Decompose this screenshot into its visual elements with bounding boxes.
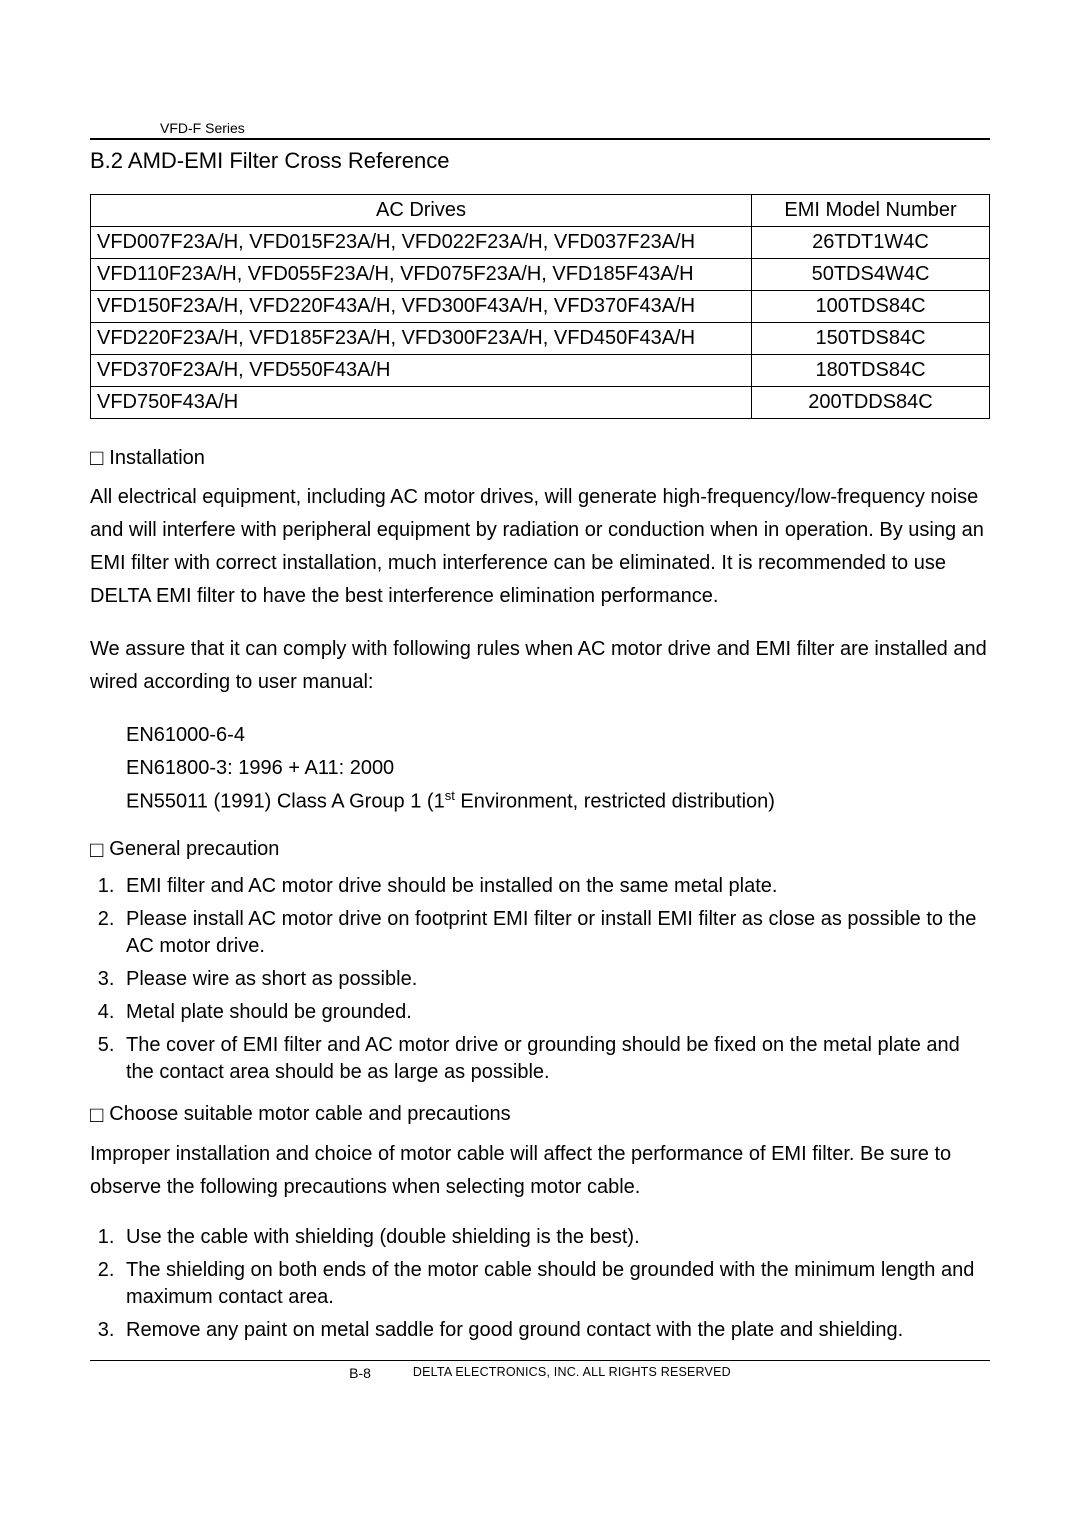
table-header-row: AC Drives EMI Model Number	[91, 195, 990, 227]
cell-drives: VFD110F23A/H, VFD055F23A/H, VFD075F23A/H…	[91, 259, 752, 291]
standard-item: EN55011 (1991) Class A Group 1 (1st Envi…	[126, 785, 990, 819]
list-item: Remove any paint on metal saddle for goo…	[120, 1317, 990, 1344]
standard-text-a: EN55011 (1991) Class A Group 1 (1	[126, 791, 445, 813]
installation-heading-text: Installation	[109, 447, 205, 470]
table-row: VFD150F23A/H, VFD220F43A/H, VFD300F43A/H…	[91, 291, 990, 323]
cable-para: Improper installation and choice of moto…	[90, 1138, 990, 1204]
page-number: B-8	[349, 1365, 371, 1381]
cell-emi: 180TDS84C	[752, 355, 990, 387]
section-title: B.2 AMD-EMI Filter Cross Reference	[90, 148, 990, 174]
page: VFD-F Series B.2 AMD-EMI Filter Cross Re…	[0, 0, 1080, 1534]
list-item: Use the cable with shielding (double shi…	[120, 1224, 990, 1251]
table-row: VFD110F23A/H, VFD055F23A/H, VFD075F23A/H…	[91, 259, 990, 291]
list-item: The cover of EMI filter and AC motor dri…	[120, 1032, 990, 1086]
superscript: st	[445, 788, 455, 803]
cable-precaution-list: Use the cable with shielding (double shi…	[90, 1224, 990, 1344]
cross-ref-table: AC Drives EMI Model Number VFD007F23A/H,…	[90, 194, 990, 419]
header-rule	[90, 138, 990, 140]
standard-item: EN61000-6-4	[126, 719, 990, 752]
installation-para-2: We assure that it can comply with follow…	[90, 633, 990, 699]
cell-drives: VFD750F43A/H	[91, 387, 752, 419]
cell-emi: 50TDS4W4C	[752, 259, 990, 291]
cable-heading-text: Choose suitable motor cable and precauti…	[109, 1103, 510, 1126]
table-row: VFD007F23A/H, VFD015F23A/H, VFD022F23A/H…	[91, 227, 990, 259]
cable-heading: □ Choose suitable motor cable and precau…	[90, 1102, 990, 1128]
cell-emi: 150TDS84C	[752, 323, 990, 355]
cell-emi: 100TDS84C	[752, 291, 990, 323]
standard-text-b: Environment, restricted distribution)	[455, 791, 775, 813]
header-series: VFD-F Series	[160, 120, 990, 136]
footer-rule	[90, 1360, 990, 1361]
table-row: VFD750F43A/H 200TDDS84C	[91, 387, 990, 419]
page-footer: B-8 DELTA ELECTRONICS, INC. ALL RIGHTS R…	[90, 1365, 990, 1381]
cell-emi: 200TDDS84C	[752, 387, 990, 419]
installation-para-1: All electrical equipment, including AC m…	[90, 481, 990, 613]
installation-heading: □ Installation	[90, 445, 990, 471]
cell-drives: VFD220F23A/H, VFD185F23A/H, VFD300F23A/H…	[91, 323, 752, 355]
cell-drives: VFD150F23A/H, VFD220F43A/H, VFD300F43A/H…	[91, 291, 752, 323]
general-precaution-heading-text: General precaution	[109, 838, 279, 861]
list-item: The shielding on both ends of the motor …	[120, 1257, 990, 1311]
copyright-text: DELTA ELECTRONICS, INC. ALL RIGHTS RESER…	[413, 1365, 731, 1381]
table-row: VFD220F23A/H, VFD185F23A/H, VFD300F23A/H…	[91, 323, 990, 355]
col-header-emi: EMI Model Number	[752, 195, 990, 227]
standards-list: EN61000-6-4 EN61800-3: 1996 + A11: 2000 …	[126, 719, 990, 819]
general-precaution-list: EMI filter and AC motor drive should be …	[90, 873, 990, 1086]
list-item: Please install AC motor drive on footpri…	[120, 906, 990, 960]
square-bullet-icon: □	[90, 1102, 103, 1128]
list-item: EMI filter and AC motor drive should be …	[120, 873, 990, 900]
general-precaution-heading: □ General precaution	[90, 837, 990, 863]
col-header-drives: AC Drives	[91, 195, 752, 227]
cell-drives: VFD370F23A/H, VFD550F43A/H	[91, 355, 752, 387]
cell-drives: VFD007F23A/H, VFD015F23A/H, VFD022F23A/H…	[91, 227, 752, 259]
cell-emi: 26TDT1W4C	[752, 227, 990, 259]
list-item: Metal plate should be grounded.	[120, 999, 990, 1026]
list-item: Please wire as short as possible.	[120, 966, 990, 993]
table-row: VFD370F23A/H, VFD550F43A/H 180TDS84C	[91, 355, 990, 387]
standard-item: EN61800-3: 1996 + A11: 2000	[126, 752, 990, 785]
square-bullet-icon: □	[90, 837, 103, 863]
square-bullet-icon: □	[90, 445, 103, 471]
